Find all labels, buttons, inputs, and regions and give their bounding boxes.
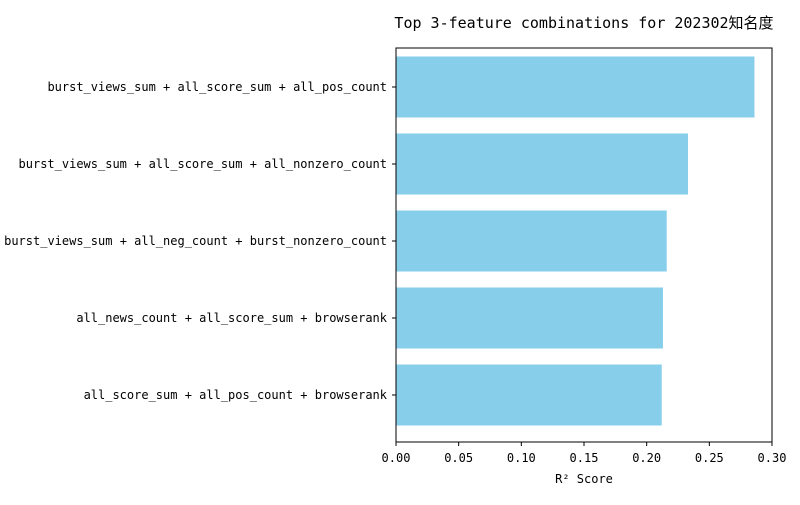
x-tick-label: 0.00 — [382, 451, 411, 465]
x-axis-label: R² Score — [555, 472, 613, 486]
x-tick-label: 0.30 — [758, 451, 787, 465]
y-tick-label: all_news_count + all_score_sum + browser… — [76, 311, 387, 325]
x-tick-label: 0.10 — [507, 451, 536, 465]
x-tick-label: 0.20 — [632, 451, 661, 465]
y-axis-ticks: burst_views_sum + all_score_sum + all_po… — [4, 80, 396, 402]
bar — [396, 56, 755, 118]
bar — [396, 364, 662, 426]
bars-layer — [396, 56, 755, 426]
x-tick-label: 0.25 — [695, 451, 724, 465]
bar — [396, 133, 689, 195]
bar — [396, 210, 667, 272]
y-tick-label: all_score_sum + all_pos_count + browsera… — [84, 388, 388, 402]
bar — [396, 287, 663, 349]
y-tick-label: burst_views_sum + all_neg_count + burst_… — [4, 234, 387, 248]
x-tick-label: 0.05 — [444, 451, 473, 465]
chart-title: Top 3-feature combinations for 202302知名度 — [394, 14, 773, 32]
x-axis-ticks: 0.00 0.05 0.10 0.15 0.20 0.25 0.30 — [382, 442, 787, 465]
y-tick-label: burst_views_sum + all_score_sum + all_no… — [19, 157, 387, 171]
x-tick-label: 0.15 — [570, 451, 599, 465]
y-tick-label: burst_views_sum + all_score_sum + all_po… — [47, 80, 387, 94]
